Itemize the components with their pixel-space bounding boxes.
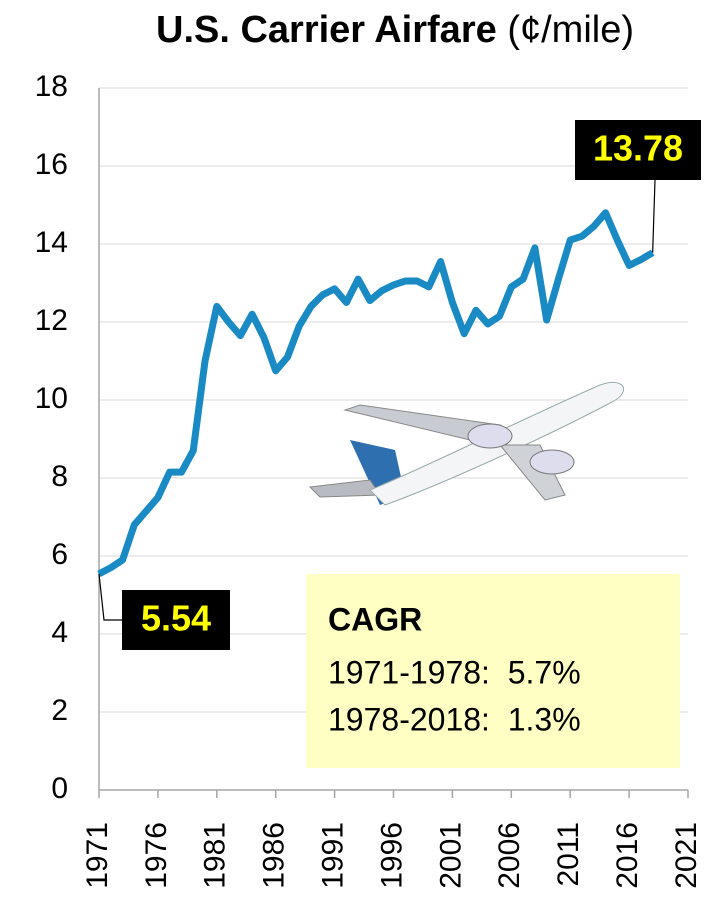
label-box [575,120,701,180]
y-tick-label: 12 [35,304,68,337]
cagr-box [306,574,680,768]
y-tick-label: 6 [51,538,68,571]
chart-title: U.S. Carrier Airfare (¢/mile) [156,9,634,51]
cagr-line: 1971-1978: 5.7% [328,654,581,690]
y-tick-label: 16 [35,148,68,181]
data-label: 13.78 [593,128,683,169]
x-tick-label: 1996 [375,822,408,889]
x-tick-label: 2011 [552,822,585,887]
y-tick-label: 0 [51,772,68,805]
title-main: U.S. Carrier Airfare [156,9,497,51]
x-tick-label: 1981 [199,822,232,889]
airplane [308,381,624,506]
title-unit: (¢/mile) [507,9,634,51]
y-tick-label: 14 [35,226,68,259]
x-tick-label: 1971 [81,822,114,889]
wing-front [498,444,566,501]
leader-line [652,179,656,253]
label-box [122,590,230,650]
data-line [97,209,655,578]
y-tick-label: 4 [51,616,68,649]
stabilizer [308,479,381,498]
y-tick-label: 8 [51,460,68,493]
x-tick-label: 2001 [434,822,467,889]
y-tick-label: 18 [35,70,68,103]
y-tick-label: 10 [35,382,68,415]
cagr-line: 1978-2018: 1.3% [328,701,581,737]
data-label: 5.54 [141,598,211,639]
plot: 5.54 13.78 [97,120,701,650]
x-tick-label: 1986 [258,822,291,889]
x-tick-label: 2016 [611,822,644,889]
x-tick-label: 2006 [493,822,526,889]
x-tick-label: 2021 [670,822,703,889]
x-tick-label: 1991 [317,822,350,889]
leader-line [98,573,122,621]
x-tick-label: 1976 [140,822,173,889]
cagr-title: CAGR [328,601,422,637]
engine [529,449,575,475]
engine [467,423,513,449]
y-tick-label: 2 [51,694,68,727]
